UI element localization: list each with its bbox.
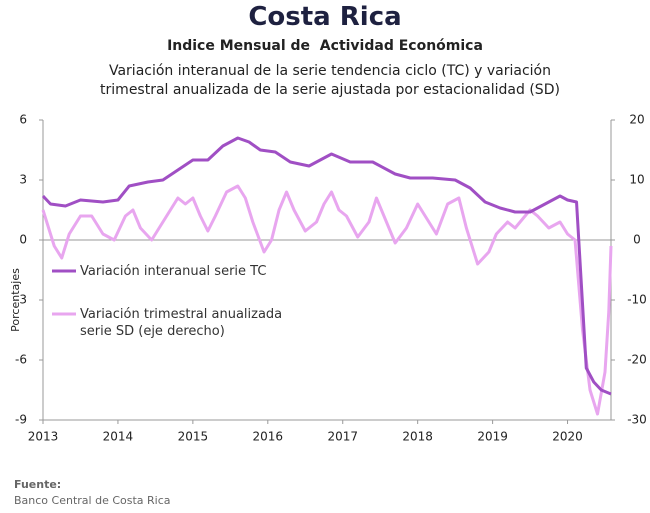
legend-label: Variación interanual serie TC <box>80 264 267 279</box>
x-tick-label: 2015 <box>178 430 209 444</box>
y-tick-label: 3 <box>19 173 27 187</box>
series-line <box>41 184 613 416</box>
x-tick-label: 2018 <box>402 430 433 444</box>
chart-title: Costa Rica <box>248 2 402 32</box>
y2-tick-label: -20 <box>627 353 647 367</box>
y-axis-label: Porcentajes <box>9 268 22 332</box>
y-tick-label: 0 <box>19 233 27 247</box>
y2-tick-label: 20 <box>629 113 644 127</box>
x-tick-label: 2013 <box>28 430 59 444</box>
y2-tick-label: 0 <box>633 233 641 247</box>
chart-description: Variación interanual de la serie tendenc… <box>100 63 560 98</box>
x-tick-label: 2016 <box>253 430 284 444</box>
y-tick-label: -6 <box>15 353 27 367</box>
source: Banco Central de Costa Rica <box>14 494 171 507</box>
y2-tick-label: -10 <box>627 293 647 307</box>
source-label: Fuente: <box>14 478 62 491</box>
legend-label: Variación trimestral anualizada serie SD… <box>80 307 283 339</box>
y-tick-label: 6 <box>19 113 27 127</box>
x-tick-label: 2019 <box>477 430 508 444</box>
series-line <box>41 136 612 396</box>
y2-tick-label: 10 <box>629 173 644 187</box>
y2-tick-label: -30 <box>627 413 647 427</box>
chart-subtitle: Indice Mensual de Actividad Económica <box>167 38 483 54</box>
x-tick-label: 2020 <box>552 430 583 444</box>
x-tick-label: 2017 <box>327 430 358 444</box>
y-tick-label: -3 <box>15 293 27 307</box>
y-tick-label: -9 <box>15 413 27 427</box>
x-tick-label: 2014 <box>103 430 134 444</box>
